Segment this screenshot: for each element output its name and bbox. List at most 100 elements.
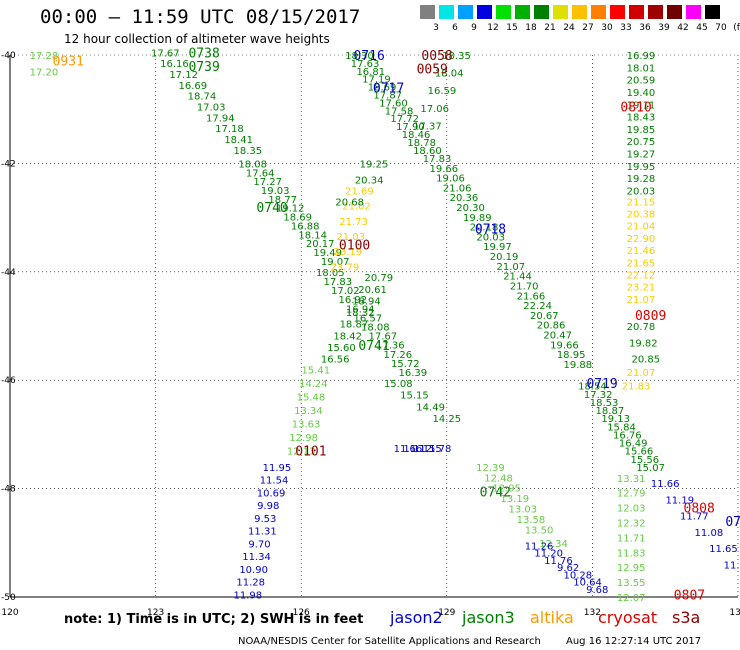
swh-value: 12.95 [492, 484, 521, 495]
swh-data-points: 17.6716.1617.1216.6918.7417.0317.9417.18… [30, 48, 740, 604]
swh-value: 16.69 [178, 81, 207, 92]
swh-value: 11.77 [680, 512, 709, 523]
swh-value: 12.98 [289, 433, 318, 444]
swh-value: 21.07 [627, 295, 656, 306]
swh-value: 20.38 [627, 210, 656, 221]
swh-value: 17.63 [351, 59, 380, 70]
swh-value: 16.16 [160, 59, 189, 70]
pass-time-label: 0101 [295, 445, 326, 460]
swh-value: 22.90 [627, 234, 656, 245]
swh-value: 21.07 [496, 262, 525, 273]
swh-value: 15.08 [384, 379, 413, 390]
swh-value: 11.54 [260, 476, 289, 487]
swh-value: 13.63 [292, 420, 321, 431]
swh-value: 17.87 [373, 91, 402, 102]
swh-value: 13.03 [509, 504, 538, 515]
swh-value: 20.79 [365, 273, 394, 284]
swh-value: 11.12 [403, 444, 432, 455]
swh-value: 10.69 [257, 488, 286, 499]
swh-value: 18.94 [352, 296, 381, 307]
scale-swatch [458, 5, 473, 19]
swh-value: 21.70 [510, 281, 539, 292]
swh-value: 19.66 [550, 340, 579, 351]
swh-value: 19.82 [629, 338, 658, 349]
pass-time-label: 0809 [635, 309, 666, 324]
swh-value: 11.78 [423, 444, 452, 455]
swh-value: 14.49 [416, 402, 445, 413]
pass-time-label: 0100 [339, 239, 370, 254]
pass-time-label: 0807 [674, 588, 705, 603]
swh-value: 17.72 [390, 114, 419, 125]
swh-value: 11.28 [236, 578, 265, 589]
swh-value: 19.40 [627, 88, 656, 99]
swh-value: 19.97 [483, 242, 512, 253]
swh-value: 19.12 [276, 204, 305, 215]
scale-label: 39 [658, 23, 670, 33]
pass-time-label: 0741 [358, 339, 389, 354]
legend-entry-altika: altika [530, 608, 574, 627]
pass-time-label: 0719 [586, 377, 617, 392]
swh-value: 20.59 [627, 76, 656, 87]
x-tick-label: 123 [147, 608, 164, 618]
swh-value: 18.95 [557, 350, 586, 361]
swh-value: 16.94 [346, 304, 375, 315]
swh-value: 20.47 [543, 331, 572, 342]
swh-value: 17.27 [253, 177, 282, 188]
swh-value: 23.21 [627, 283, 656, 294]
swh-value: 19.85 [627, 125, 656, 136]
swh-value: 18.54 [578, 382, 607, 393]
swh-value: 11.34 [242, 552, 271, 563]
swh-value: 9.70 [248, 539, 270, 550]
swh-value: 12.32 [617, 518, 646, 529]
swh-value: 18.43 [627, 113, 656, 124]
scale-swatch [648, 5, 663, 19]
scale-label: 42 [677, 23, 689, 33]
y-tick-label: -40 [1, 51, 16, 61]
swh-value: 18.32 [346, 308, 375, 319]
y-tick-label: -44 [1, 268, 16, 278]
swh-value: 18.35 [233, 146, 262, 157]
swh-value: 9.53 [254, 514, 276, 525]
swh-value: 17.83 [423, 154, 452, 165]
pass-time-label: 0058 [421, 49, 452, 64]
swh-value: 16.88 [291, 221, 320, 232]
x-tick-label: 132 [584, 608, 601, 618]
scale-label: 9 [471, 23, 477, 33]
swh-value: 11.31 [248, 527, 277, 538]
grid-lines [9, 54, 739, 598]
credit-line: NOAA/NESDIS Center for Satellite Applica… [238, 636, 541, 647]
swh-value: 17.20 [30, 67, 59, 78]
swh-value: 15.07 [636, 463, 665, 474]
swh-value: 18.08 [361, 322, 390, 333]
swh-value: 18.14 [298, 230, 327, 241]
swh-value: 12.03 [617, 504, 646, 515]
swh-value: 21.03 [336, 232, 365, 243]
scale-swatch [553, 5, 568, 19]
scale-swatch [610, 5, 625, 19]
scale-swatch [420, 5, 435, 19]
swh-value: 17.67 [369, 332, 398, 343]
pass-time-label: 0717 [373, 82, 404, 97]
swh-value: 12.48 [484, 473, 513, 484]
swh-value: 17.94 [206, 113, 235, 124]
swh-value: 16.56 [321, 355, 350, 366]
swh-value: 18.69 [368, 83, 397, 94]
swh-value: 12.13 [287, 447, 316, 458]
swh-value: 9.98 [257, 501, 279, 512]
swh-value: 23.19 [333, 247, 362, 258]
swh-value: 20.68 [335, 197, 364, 208]
pass-time-label: 0808 [684, 502, 715, 517]
swh-value: 17.06 [420, 104, 449, 115]
swh-value: 20.03 [627, 187, 656, 198]
pass-time-label: 0718 [475, 222, 506, 237]
scale-swatch [534, 5, 549, 19]
swh-value: 21.02 [342, 202, 371, 213]
swh-value: 18.04 [435, 69, 464, 80]
swh-value: 13.50 [525, 525, 554, 536]
swh-value: 15.66 [625, 447, 654, 458]
swh-value: 22.24 [523, 301, 552, 312]
swh-value: 11.76 [544, 556, 573, 567]
swh-value: 18.87 [596, 406, 625, 417]
scale-label: 30 [601, 23, 613, 33]
swh-value: 17.02 [331, 286, 360, 297]
